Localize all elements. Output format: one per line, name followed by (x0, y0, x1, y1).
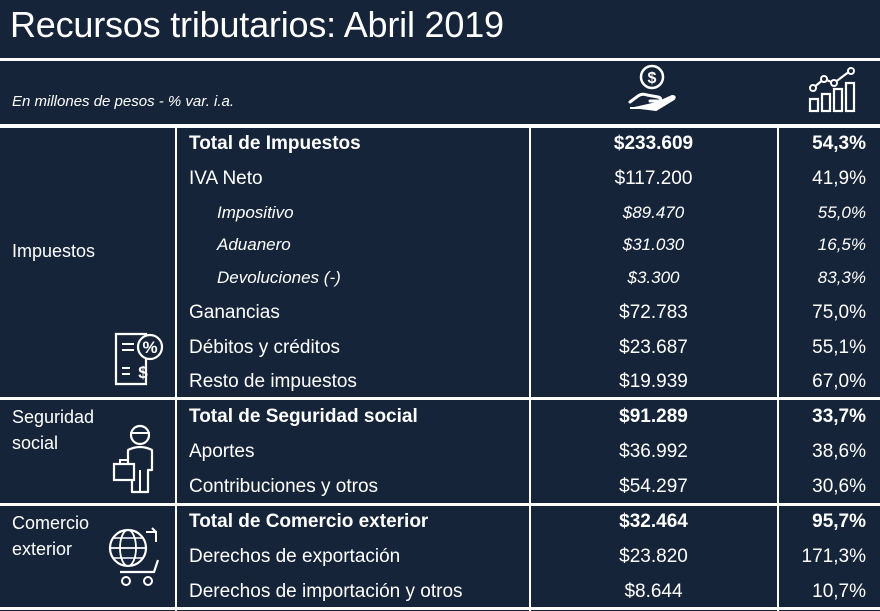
row-name: Ganancias (189, 302, 280, 323)
row-pct: 55,1% (812, 337, 866, 358)
row-pct: 55,0% (817, 203, 866, 222)
row-pct: 171,3% (801, 546, 866, 567)
table-row: Ganancias $72.783 75,0% (0, 296, 880, 330)
row-name: Total de Comercio exterior (189, 511, 429, 532)
growth-chart-icon (808, 66, 860, 119)
group-label-line: Seguridad (12, 407, 95, 427)
row-name: Aduanero (217, 235, 291, 254)
row-amount: $54.297 (619, 476, 688, 497)
table-row: IVA Neto $117.200 41,9% (0, 162, 880, 196)
table-row: Total de Comercio exterior $32.464 95,7% (0, 505, 880, 539)
table-row: Derechos de exportación $23.820 171,3% (0, 540, 880, 574)
row-amount: $23.687 (619, 337, 688, 358)
row-pct: 16,5% (817, 235, 866, 254)
group-label-comercio-exterior: Comercio exterior (12, 510, 89, 562)
table-row: Aportes $36.992 38,6% (0, 435, 880, 469)
column-divider (175, 128, 177, 611)
group-label-impuestos: Impuestos (12, 241, 96, 261)
row-amount: $3.300 (627, 268, 680, 287)
row-amount: $36.992 (619, 441, 688, 462)
hand-money-icon: $ (628, 64, 678, 119)
group-label-line: Comercio (12, 513, 90, 533)
row-pct: 75,0% (812, 302, 866, 323)
row-pct: 38,6% (812, 441, 866, 462)
row-pct: 33,7% (812, 406, 866, 427)
table-top-border (0, 124, 880, 128)
group-label-line: exterior (12, 539, 73, 559)
row-amount: $31.030 (622, 235, 685, 254)
row-name: Devoluciones (-) (217, 268, 341, 287)
row-amount: $91.289 (619, 406, 688, 427)
row-pct: 30,6% (812, 476, 866, 497)
row-name: Resto de impuestos (189, 371, 357, 392)
row-name: Total de Seguridad social (189, 406, 418, 427)
globe-cart-icon (106, 526, 164, 593)
row-pct: 67,0% (812, 371, 866, 392)
table-row: Total de Seguridad social $91.289 33,7% (0, 400, 880, 434)
row-amount: $8.644 (624, 581, 683, 602)
row-amount: $233.609 (613, 133, 694, 154)
column-divider (777, 128, 779, 611)
table-row: Derechos de importación y otros $8.644 1… (0, 575, 880, 609)
row-name: IVA Neto (189, 168, 263, 189)
worker-briefcase-icon (112, 424, 160, 499)
row-pct: 10,7% (812, 581, 866, 602)
table-row: Devoluciones (-) $3.300 83,3% (0, 261, 880, 295)
row-amount: $23.820 (619, 546, 688, 567)
row-name: Derechos de exportación (189, 546, 401, 567)
row-name: Débitos y créditos (189, 337, 341, 358)
svg-text:%: % (142, 338, 157, 357)
row-amount: $117.200 (614, 168, 693, 189)
table-row: Contribuciones y otros $54.297 30,6% (0, 470, 880, 504)
table-subtitle: En millones de pesos - % var. i.a. (12, 93, 235, 110)
row-amount: $19.939 (619, 371, 688, 392)
table-bottom-border (0, 607, 880, 610)
row-pct: 54,3% (812, 133, 866, 154)
column-divider (529, 128, 531, 611)
row-name: Contribuciones y otros (189, 476, 379, 497)
table-row: Impositivo $89.470 55,0% (0, 196, 880, 230)
tax-document-icon: % $ (112, 330, 166, 393)
row-amount: $32.464 (619, 511, 688, 532)
row-amount: $89.470 (622, 203, 685, 222)
group-label-seguridad-social: Seguridad social (12, 404, 94, 456)
row-name: Derechos de importación y otros (189, 581, 463, 602)
table-row: Débitos y créditos $23.687 55,1% (0, 331, 880, 365)
table-row: Aduanero $31.030 16,5% (0, 228, 880, 262)
row-amount: $72.783 (619, 302, 688, 323)
table-row: Resto de impuestos $19.939 67,0% (0, 365, 880, 399)
svg-text:$: $ (138, 363, 148, 382)
row-pct: 95,7% (812, 511, 866, 532)
row-name: Aportes (189, 441, 255, 462)
group-label-line: social (12, 433, 59, 453)
row-name: Total de Impuestos (189, 133, 361, 154)
svg-text:$: $ (648, 70, 657, 87)
page-title: Recursos tributarios: Abril 2019 (10, 4, 504, 45)
row-pct: 83,3% (817, 268, 866, 287)
header-divider (0, 58, 880, 61)
row-name: Impositivo (217, 203, 294, 222)
row-pct: 41,9% (812, 168, 866, 189)
group-divider (0, 503, 880, 506)
group-divider (0, 397, 880, 400)
table-row: Total de Impuestos $233.609 54,3% (0, 127, 880, 161)
